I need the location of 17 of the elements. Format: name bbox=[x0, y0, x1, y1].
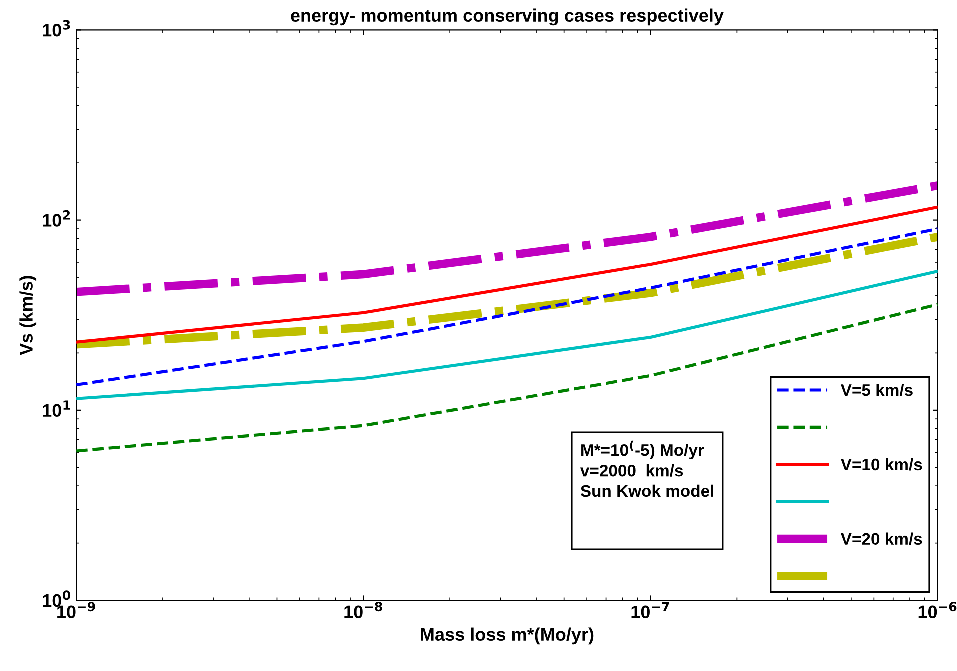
x-tick-label: 10$^{−7}$ bbox=[632, 602, 670, 619]
annotation: Sun Kwok model bbox=[580, 484, 714, 498]
line-series bbox=[76, 270, 938, 400]
x-tick-label: 10$^{−8}$ bbox=[344, 602, 382, 619]
legend-label: V=5 km/s bbox=[840, 384, 913, 396]
line-series bbox=[76, 206, 938, 344]
y-axis-title: Vs (km/s) bbox=[20, 276, 37, 356]
legend-label: V=10 km/s bbox=[840, 458, 922, 471]
annotation: v=2000 km/s bbox=[580, 464, 684, 477]
x-tick-label: 10$^{−6}$ bbox=[918, 602, 957, 619]
annotation: M*=10$^{(}$-5) Mo/yr bbox=[582, 440, 704, 460]
x-axis-title: Mass loss m*(Mo/yr) bbox=[421, 628, 594, 645]
y-tick-label: 10$^{3}$ bbox=[43, 20, 70, 37]
chart-title: energy- momentum conserving cases respectively bbox=[291, 8, 724, 26]
y-tick-label: 10$^{2}$ bbox=[43, 210, 70, 227]
y-tick-label: 10$^{1}$ bbox=[43, 400, 70, 418]
legend-label: V=20 km/s bbox=[840, 532, 922, 546]
